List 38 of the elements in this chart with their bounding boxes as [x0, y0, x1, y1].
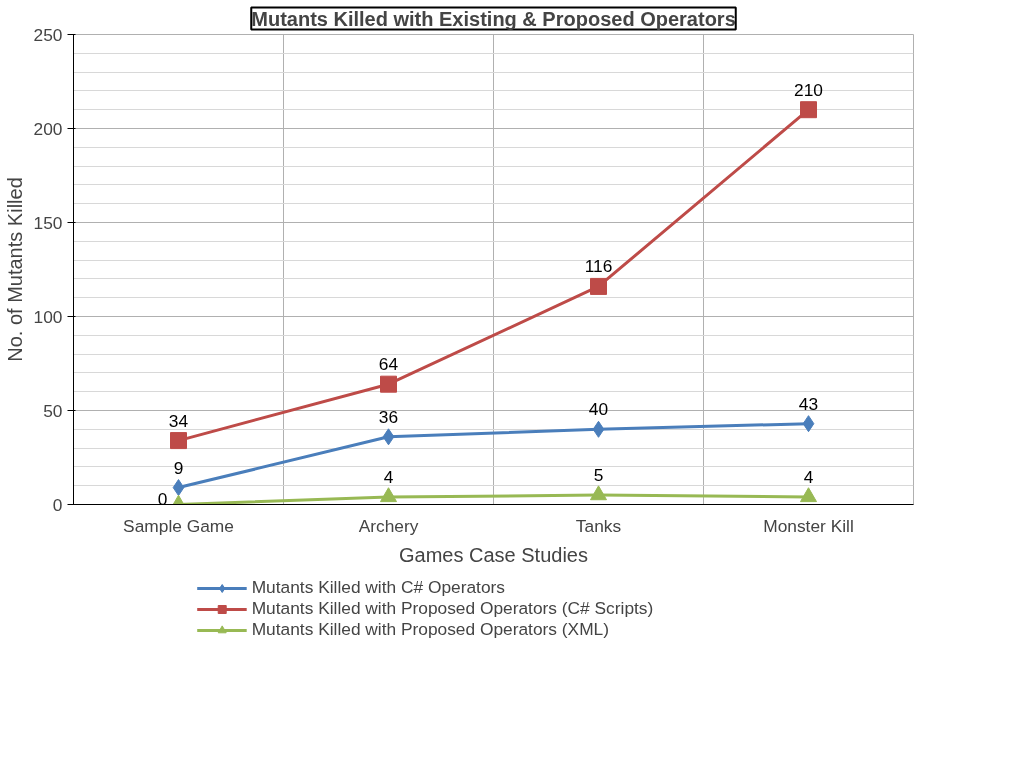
- x-tick-label: Sample Game: [123, 515, 234, 536]
- data-label: 9: [173, 457, 184, 478]
- x-axis-title: Games Case Studies: [399, 543, 588, 566]
- y-axis-title: No. of Mutants Killed: [3, 177, 26, 362]
- data-label: 210: [794, 79, 823, 100]
- data-label: 5: [593, 465, 604, 486]
- y-tick-label: 0: [52, 494, 63, 515]
- data-label: 40: [588, 399, 609, 420]
- chart-title: Mutants Killed with Existing & Proposed Operators: [251, 7, 736, 30]
- point: [382, 428, 395, 446]
- point: [590, 277, 607, 295]
- y-tick-label: 250: [33, 24, 63, 45]
- y-tick-label: 200: [33, 118, 63, 139]
- point: [172, 479, 185, 497]
- data-label: 43: [798, 393, 819, 414]
- point: [800, 101, 817, 119]
- point: [800, 487, 817, 503]
- point: [170, 432, 187, 450]
- y-tick-label: 50: [43, 400, 63, 421]
- point: [590, 485, 607, 501]
- legend-label: Mutants Killed with Proposed Operators (C# Scripts): [251, 598, 654, 619]
- x-tick-label: Monster Kill: [763, 515, 854, 536]
- legend-label: Mutants Killed with Proposed Operators (XML): [251, 619, 609, 640]
- data-label: 116: [584, 256, 613, 277]
- y-tick-label: 150: [33, 212, 63, 233]
- point: [380, 375, 397, 393]
- data-label: 4: [803, 466, 814, 487]
- x-tick-label: Tanks: [575, 515, 622, 536]
- y-tick-label: 100: [33, 306, 63, 327]
- point: [592, 420, 605, 438]
- x-tick-label: Archery: [358, 515, 419, 536]
- point: [802, 415, 815, 433]
- data-label: 64: [378, 354, 399, 375]
- legend-label: Mutants Killed with C# Operators: [251, 577, 505, 598]
- point: [380, 487, 397, 503]
- data-label: 34: [168, 410, 189, 431]
- data-label: 4: [383, 466, 394, 487]
- data-label: 36: [378, 406, 399, 427]
